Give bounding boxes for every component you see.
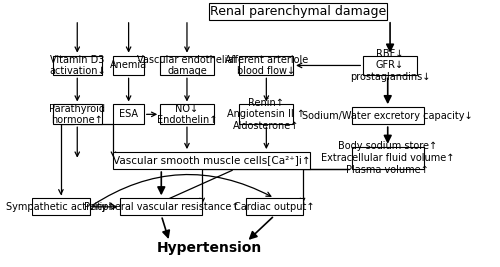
FancyBboxPatch shape xyxy=(240,56,293,75)
Text: Peripheral vascular resistance↑: Peripheral vascular resistance↑ xyxy=(84,202,239,212)
FancyBboxPatch shape xyxy=(114,152,310,169)
Text: Hypertension: Hypertension xyxy=(156,241,262,256)
FancyBboxPatch shape xyxy=(209,3,386,20)
Text: Renal parenchymal damage: Renal parenchymal damage xyxy=(210,5,386,18)
FancyBboxPatch shape xyxy=(114,56,144,75)
FancyBboxPatch shape xyxy=(52,56,102,75)
FancyBboxPatch shape xyxy=(352,147,424,169)
FancyBboxPatch shape xyxy=(352,107,424,124)
Text: Parathyroid
hormone↑: Parathyroid hormone↑ xyxy=(50,104,106,125)
FancyBboxPatch shape xyxy=(246,198,302,215)
FancyBboxPatch shape xyxy=(363,56,417,75)
FancyBboxPatch shape xyxy=(240,104,293,124)
Text: Afferent arteriole
blood flow↓: Afferent arteriole blood flow↓ xyxy=(224,55,308,76)
Text: Sodium/Water excretory capacity↓: Sodium/Water excretory capacity↓ xyxy=(302,111,473,121)
Text: Cardiac output↑: Cardiac output↑ xyxy=(234,202,315,212)
FancyBboxPatch shape xyxy=(114,104,144,124)
Text: Body sodium store↑
Extracellular fluid volume↑
Plasma volume↑: Body sodium store↑ Extracellular fluid v… xyxy=(321,141,454,175)
Text: Vascular smooth muscle cells[Ca²⁺]i↑: Vascular smooth muscle cells[Ca²⁺]i↑ xyxy=(112,156,310,166)
Text: Sympathetic activity↑: Sympathetic activity↑ xyxy=(6,202,116,212)
Text: Vitamin D3
activation↓: Vitamin D3 activation↓ xyxy=(49,55,106,76)
FancyBboxPatch shape xyxy=(120,198,202,215)
Text: Anemia: Anemia xyxy=(110,60,147,70)
Text: RBF↓
GFR↓
prostaglandins↓: RBF↓ GFR↓ prostaglandins↓ xyxy=(350,49,430,82)
FancyBboxPatch shape xyxy=(160,56,214,75)
FancyBboxPatch shape xyxy=(32,198,90,215)
FancyBboxPatch shape xyxy=(52,104,102,124)
Text: Renin↑
Angiotensin II ↑
Aldosterone↑: Renin↑ Angiotensin II ↑ Aldosterone↑ xyxy=(228,98,306,131)
Text: ESA: ESA xyxy=(119,109,138,119)
FancyBboxPatch shape xyxy=(160,104,214,124)
Text: Vascular endothelial
damage: Vascular endothelial damage xyxy=(138,55,236,76)
Text: NO↓
Endothelin↑: NO↓ Endothelin↑ xyxy=(157,104,217,125)
